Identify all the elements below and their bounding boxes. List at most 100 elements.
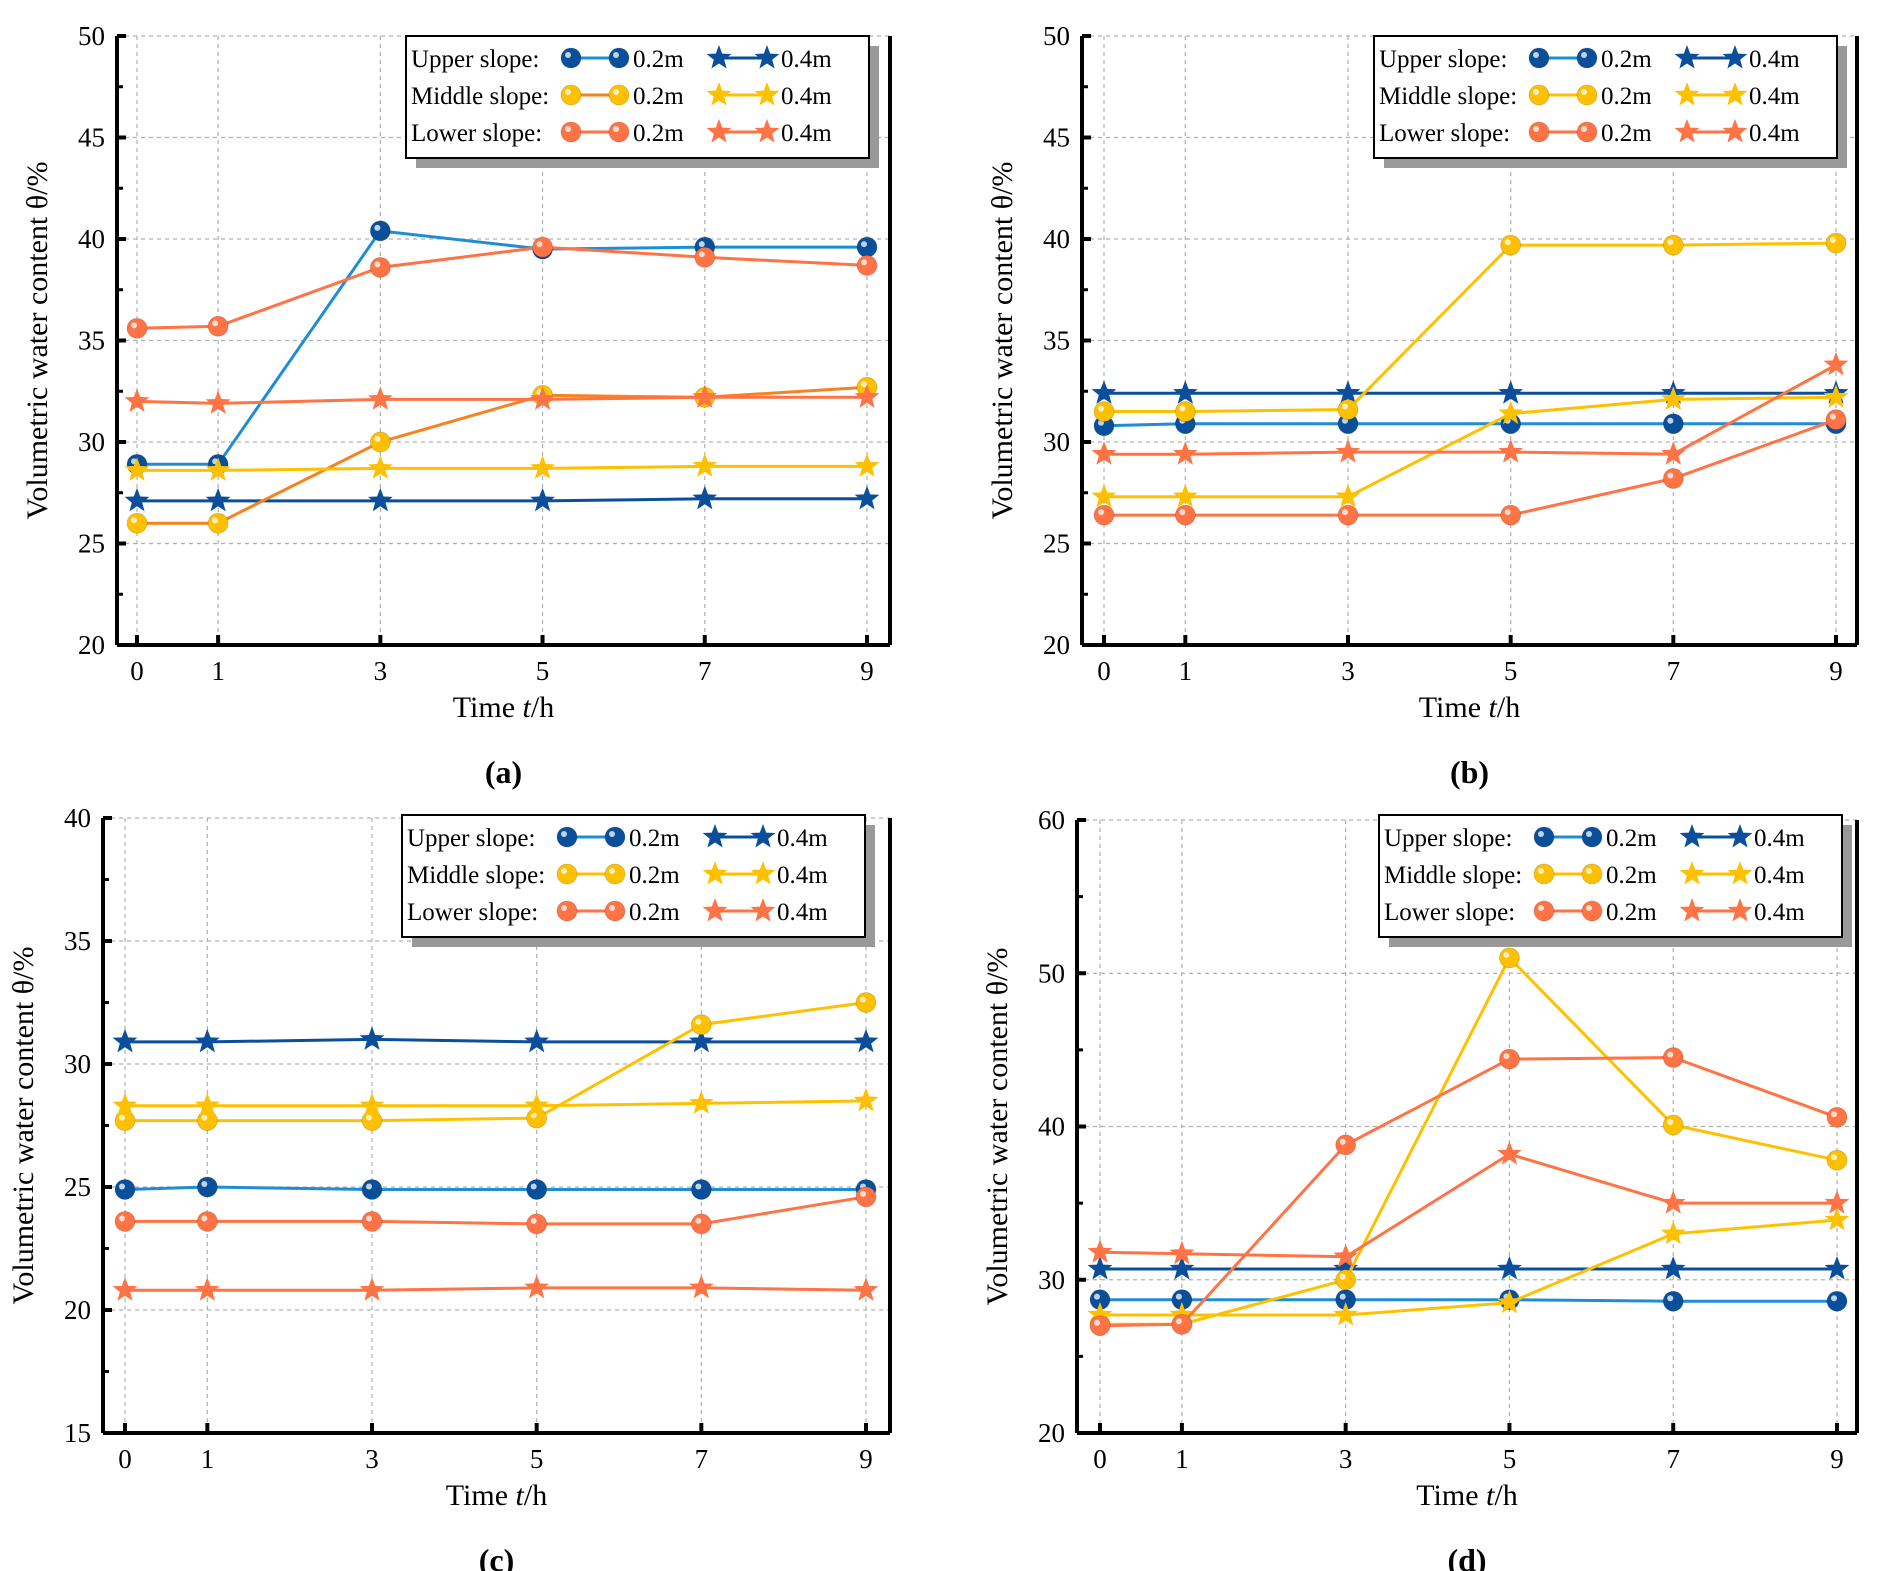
data-point <box>1087 1256 1113 1280</box>
data-point <box>1662 234 1684 256</box>
legend-marker <box>608 47 630 69</box>
data-point <box>1337 504 1359 526</box>
data-point <box>1660 1256 1686 1280</box>
data-point <box>854 453 880 477</box>
data-point <box>690 1178 712 1200</box>
series-line <box>1099 1152 1837 1259</box>
legend-entry-label: 0.2m <box>1606 862 1657 889</box>
data-point <box>195 1028 220 1053</box>
legend-marker <box>604 863 626 885</box>
x-tick-label: 1 <box>1175 1444 1189 1474</box>
legend-marker-highlight <box>1581 126 1587 132</box>
data-point <box>1091 380 1117 404</box>
legend-marker <box>1528 121 1550 143</box>
y-tick-label: 30 <box>1038 1265 1065 1295</box>
legend-marker-highlight <box>1581 89 1587 95</box>
series-line <box>125 1099 867 1108</box>
data-point <box>526 1178 548 1200</box>
series-lower-slope-0-2m <box>1089 1047 1848 1337</box>
series-line <box>137 229 867 466</box>
legend-marker-highlight <box>1533 126 1539 132</box>
data-point <box>1497 1256 1522 1280</box>
data-point <box>1660 1190 1686 1214</box>
legend-marker <box>604 900 626 922</box>
data-point <box>1174 401 1196 423</box>
data-point <box>196 1176 218 1198</box>
data-point-highlight <box>1830 237 1836 244</box>
data-point <box>1173 380 1198 404</box>
x-tick-label: 1 <box>1179 656 1193 686</box>
legend-marker <box>1528 47 1550 69</box>
data-point <box>1498 400 1523 425</box>
legend-group-label: Middle slope: <box>1384 862 1522 889</box>
legend-marker <box>706 45 732 69</box>
data-point <box>359 1277 385 1301</box>
x-tick-label: 9 <box>1829 656 1843 686</box>
data-point-highlight <box>861 259 867 266</box>
x-axis-label-var: t <box>1489 691 1498 724</box>
legend-marker-highlight <box>561 868 567 874</box>
data-point <box>530 386 555 410</box>
y-tick-label: 30 <box>1043 427 1070 457</box>
data-point <box>1498 439 1523 463</box>
data-point <box>854 485 880 510</box>
data-point <box>854 384 880 408</box>
data-point <box>126 317 148 339</box>
data-point <box>856 254 878 276</box>
data-point <box>112 1028 138 1053</box>
series-middle-slope-0-2m <box>1089 947 1848 1335</box>
legend-marker <box>604 826 626 848</box>
x-tick-label: 0 <box>118 1444 132 1474</box>
legend-entry-label: 0.4m <box>1754 825 1805 852</box>
data-point-highlight <box>131 517 137 524</box>
x-tick-label: 1 <box>201 1444 215 1474</box>
data-point <box>689 1090 714 1114</box>
data-point <box>855 992 877 1013</box>
series-line <box>125 1286 867 1292</box>
data-point <box>1498 947 1520 969</box>
data-point <box>1333 1243 1358 1268</box>
x-tick-label: 7 <box>1666 1444 1680 1474</box>
data-point <box>114 1178 136 1200</box>
legend-group-label: Lower slope: <box>411 120 542 147</box>
data-point-highlight <box>1667 417 1674 424</box>
series-line <box>1104 418 1837 517</box>
x-tick-label: 0 <box>1093 1444 1107 1474</box>
data-point <box>195 1092 220 1117</box>
data-point <box>1662 1290 1684 1312</box>
y-tick-label: 35 <box>78 326 105 356</box>
data-point <box>196 1110 218 1132</box>
data-point-highlight <box>1831 1154 1837 1161</box>
y-tick-label: 45 <box>1043 123 1070 153</box>
x-tick-label: 9 <box>1830 1444 1844 1474</box>
series-line <box>125 1195 867 1226</box>
data-point-highlight <box>1094 1319 1100 1326</box>
data-point <box>361 1178 383 1200</box>
series-middle-slope-0-4m <box>1087 1207 1850 1326</box>
data-point <box>1335 1269 1357 1291</box>
data-point <box>692 485 718 510</box>
legend-marker <box>1576 84 1598 106</box>
legend-marker <box>1581 826 1603 848</box>
data-point <box>361 1210 383 1232</box>
legend-marker <box>1674 82 1700 106</box>
legend-marker <box>1533 900 1555 922</box>
data-point <box>1169 1256 1195 1280</box>
legend-marker <box>754 45 780 69</box>
series-line <box>1100 1298 1837 1303</box>
data-point <box>853 1028 879 1053</box>
x-tick-label: 7 <box>695 1444 709 1474</box>
data-point <box>1337 399 1359 421</box>
data-point-highlight <box>1175 1318 1182 1325</box>
y-axis-label: Volumetric water content θ/% <box>21 162 54 520</box>
data-point <box>124 487 150 512</box>
series-line <box>1099 1055 1838 1328</box>
y-tick-label: 20 <box>78 630 105 660</box>
data-point-highlight <box>1342 403 1348 410</box>
legend-marker <box>706 82 732 106</box>
data-point-highlight <box>201 1114 208 1121</box>
data-point <box>1497 1289 1522 1314</box>
data-point <box>368 455 393 479</box>
